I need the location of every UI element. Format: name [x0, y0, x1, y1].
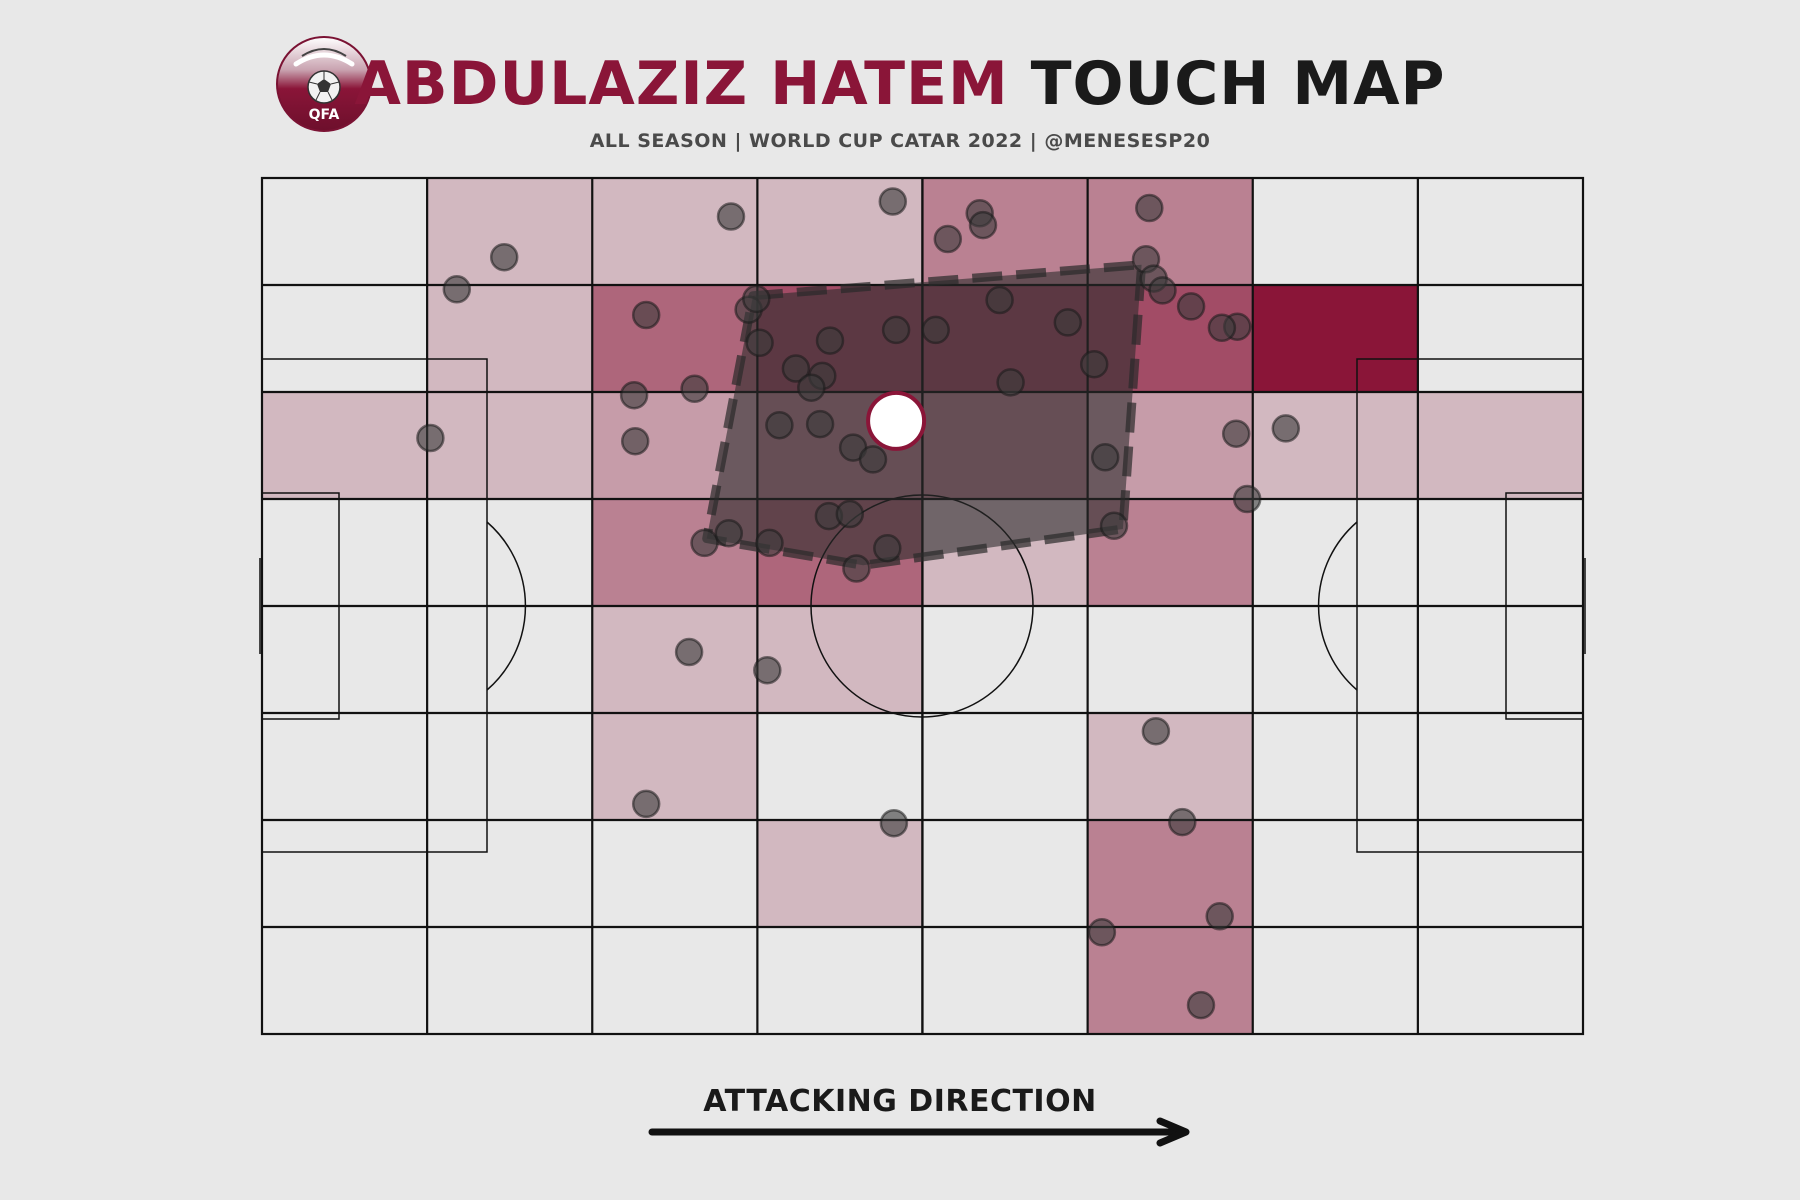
- touch-point: [714, 518, 744, 548]
- touch-point: [631, 789, 661, 819]
- touch-point: [680, 374, 709, 404]
- heatmap-bin: [1417, 392, 1583, 499]
- touch-point: [1232, 484, 1262, 514]
- heatmap-bin: [757, 606, 923, 713]
- touch-point: [815, 326, 845, 355]
- heatmap-bin: [592, 606, 758, 713]
- touch-point: [631, 300, 661, 330]
- touch-point: [873, 533, 902, 563]
- touch-point: [690, 528, 719, 558]
- touch-point: [1087, 918, 1117, 947]
- touch-point: [1079, 349, 1109, 379]
- heatmap-bin: [1252, 392, 1418, 499]
- touch-point: [755, 528, 784, 558]
- touch-point: [416, 423, 445, 453]
- touch-point: [620, 426, 650, 456]
- touch-point: [1186, 990, 1216, 1020]
- touch-point: [878, 187, 908, 216]
- touch-point: [781, 354, 811, 383]
- touch-point: [753, 655, 782, 685]
- heatmap-bin: [757, 820, 923, 927]
- subtitle: ALL SEASON | WORLD CUP CATAR 2022 | @MEN…: [589, 130, 1211, 152]
- title-touch-map: TOUCH MAP: [1030, 49, 1446, 119]
- touch-point: [881, 315, 911, 345]
- touch-point: [1053, 308, 1083, 337]
- touch-point: [674, 637, 704, 667]
- touch-point: [1090, 443, 1120, 472]
- heatmap-bin: [262, 392, 428, 499]
- touch-point: [742, 284, 771, 314]
- touch-point: [1207, 313, 1237, 343]
- touch-point: [1271, 414, 1301, 443]
- heatmap-bin: [1087, 713, 1253, 820]
- touch-point: [1148, 276, 1177, 305]
- touch-point: [835, 499, 865, 529]
- touch-point: [985, 285, 1014, 315]
- touch-point: [968, 210, 998, 240]
- touch-point: [1205, 902, 1234, 931]
- heatmap-bin: [1087, 927, 1253, 1034]
- touch-point: [1141, 716, 1171, 746]
- heatmap-bin: [592, 713, 758, 820]
- qfa-logo: QFA: [274, 34, 374, 134]
- page-title: ABDULAZIZ HATEM TOUCH MAP: [0, 48, 1800, 120]
- touch-point: [858, 445, 888, 474]
- touch-point: [1176, 292, 1206, 321]
- touch-point: [933, 224, 963, 254]
- heatmap-bin: [1252, 285, 1418, 392]
- touch-point: [1168, 807, 1197, 837]
- touch-point: [1135, 193, 1164, 223]
- heatmap-bin: [427, 392, 593, 499]
- touch-point: [442, 275, 472, 304]
- touch-point: [996, 368, 1025, 397]
- touch-point: [879, 808, 909, 838]
- title-player-name: ABDULAZIZ HATEM: [354, 49, 1009, 119]
- touch-point: [1221, 419, 1251, 448]
- touch-point: [1099, 511, 1129, 541]
- touch-point: [797, 373, 826, 402]
- attacking-direction-label: ATTACKING DIRECTION: [703, 1084, 1097, 1119]
- touch-point: [745, 328, 774, 358]
- touch-point: [489, 242, 519, 272]
- touch-point: [921, 315, 950, 345]
- touch-point: [842, 554, 871, 583]
- heatmap-bin: [592, 178, 758, 285]
- touch-point: [765, 410, 794, 440]
- qfa-crest-icon: QFA: [276, 36, 372, 132]
- logo-text: QFA: [309, 107, 340, 123]
- heatmap-bin: [592, 285, 758, 392]
- touch-point: [805, 409, 835, 439]
- touch-point: [619, 380, 649, 410]
- touch-point: [716, 202, 746, 231]
- touch-points: [416, 187, 1301, 1020]
- average-position-marker: [866, 390, 927, 451]
